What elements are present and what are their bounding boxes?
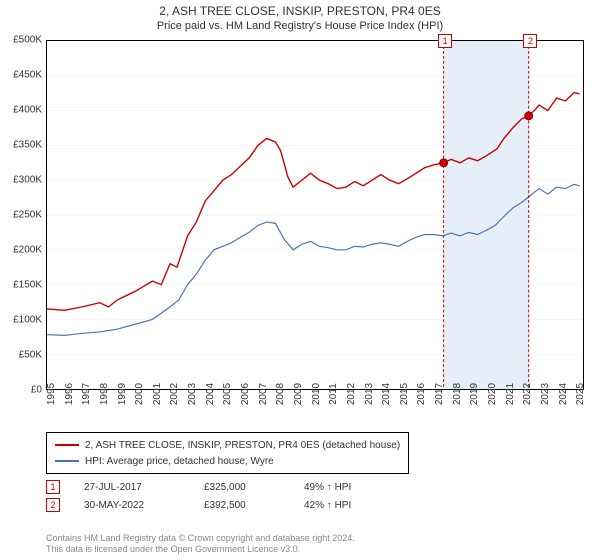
x-tick-label: 2013	[364, 383, 375, 405]
x-tick-label: 1996	[64, 383, 75, 405]
x-tick-label: 2024	[558, 383, 569, 405]
x-tick-label: 2014	[381, 383, 392, 405]
legend-entry: HPI: Average price, detached house, Wyre	[55, 453, 400, 469]
y-tick-label: £100K	[13, 315, 42, 326]
x-tick-label: 2017	[434, 383, 445, 405]
x-tick-label: 2005	[222, 383, 233, 405]
y-tick-label: £350K	[13, 140, 42, 151]
x-tick-label: 2021	[505, 383, 516, 405]
plot-svg	[47, 41, 583, 389]
sale-price: £392,500	[204, 500, 304, 511]
x-tick-label: 1998	[99, 383, 110, 405]
footer-line-2: This data is licensed under the Open Gov…	[46, 544, 590, 556]
sale-date: 30-MAY-2022	[84, 500, 204, 511]
sale-row: 1 27-JUL-2017£325,00049% ↑ HPI	[46, 478, 424, 496]
x-tick-label: 1995	[46, 383, 57, 405]
y-tick-label: £300K	[13, 175, 42, 186]
y-tick-label: £400K	[13, 105, 42, 116]
sale-delta: 49% ↑ HPI	[304, 482, 424, 493]
plot-area: 12	[46, 40, 584, 390]
y-tick-label: £250K	[13, 210, 42, 221]
sale-price: £325,000	[204, 482, 304, 493]
x-tick-label: 2009	[293, 383, 304, 405]
x-tick-label: 2002	[169, 383, 180, 405]
x-tick-label: 2023	[540, 383, 551, 405]
x-tick-label: 2022	[522, 383, 533, 405]
legend-swatch	[55, 444, 79, 446]
sales-table: 1 27-JUL-2017£325,00049% ↑ HPI 2 30-MAY-202…	[46, 478, 424, 514]
x-tick-label: 2003	[187, 383, 198, 405]
y-tick-label: £50K	[19, 350, 42, 361]
x-tick-label: 2000	[134, 383, 145, 405]
x-tick-label: 2016	[416, 383, 427, 405]
sale-row: 2 30-MAY-2022£392,50042% ↑ HPI	[46, 496, 424, 514]
legend-swatch	[55, 460, 79, 462]
x-tick-label: 2020	[487, 383, 498, 405]
marker-label: 2	[523, 34, 537, 48]
sale-marker-icon: 2	[46, 498, 60, 512]
x-tick-label: 2008	[275, 383, 286, 405]
y-tick-label: £0	[31, 385, 42, 396]
legend-label: HPI: Average price, detached house, Wyre	[85, 456, 274, 467]
x-tick-label: 2012	[346, 383, 357, 405]
x-tick-label: 1999	[117, 383, 128, 405]
footer-attribution: Contains HM Land Registry data © Crown c…	[46, 533, 590, 556]
y-tick-label: £450K	[13, 70, 42, 81]
x-tick-label: 2015	[399, 383, 410, 405]
footer-line-1: Contains HM Land Registry data © Crown c…	[46, 533, 590, 545]
x-tick-label: 2011	[328, 383, 339, 405]
x-tick-label: 2004	[205, 383, 216, 405]
legend-box: 2, ASH TREE CLOSE, INSKIP, PRESTON, PR4 …	[46, 432, 409, 474]
y-tick-label: £200K	[13, 245, 42, 256]
chart-container: 2, ASH TREE CLOSE, INSKIP, PRESTON, PR4 …	[0, 0, 600, 560]
y-axis-labels: £0£50K£100K£150K£200K£250K£300K£350K£400…	[0, 40, 44, 390]
x-tick-label: 2001	[152, 383, 163, 405]
marker-label: 1	[438, 34, 452, 48]
legend-label: 2, ASH TREE CLOSE, INSKIP, PRESTON, PR4 …	[85, 440, 400, 451]
sale-date: 27-JUL-2017	[84, 482, 204, 493]
y-tick-label: £500K	[13, 35, 42, 46]
x-axis-labels: 1995199619971998199920002001200220032004…	[46, 392, 584, 432]
x-tick-label: 1997	[81, 383, 92, 405]
sale-delta: 42% ↑ HPI	[304, 500, 424, 511]
x-tick-label: 2010	[311, 383, 322, 405]
x-tick-label: 2006	[240, 383, 251, 405]
y-tick-label: £150K	[13, 280, 42, 291]
x-tick-label: 2025	[575, 383, 586, 405]
chart-title: 2, ASH TREE CLOSE, INSKIP, PRESTON, PR4 …	[0, 0, 600, 18]
x-tick-label: 2019	[469, 383, 480, 405]
legend-entry: 2, ASH TREE CLOSE, INSKIP, PRESTON, PR4 …	[55, 437, 400, 453]
chart-subtitle: Price paid vs. HM Land Registry's House …	[0, 18, 600, 36]
x-tick-label: 2007	[258, 383, 269, 405]
sale-marker-icon: 1	[46, 480, 60, 494]
x-tick-label: 2018	[452, 383, 463, 405]
